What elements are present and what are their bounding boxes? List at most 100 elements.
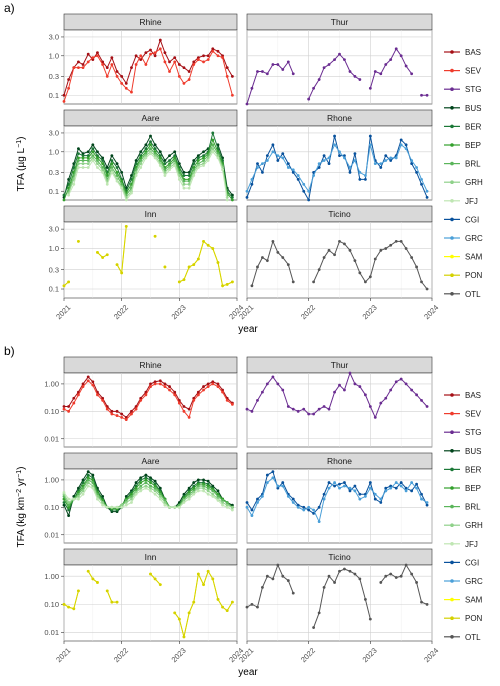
data-point [425, 195, 429, 199]
legend-item-bus: BUS [444, 104, 481, 113]
data-point [120, 505, 124, 509]
legend-key-point [450, 124, 454, 129]
data-point [139, 486, 143, 490]
legend-label: SAM [465, 596, 483, 605]
x-tick-label: 2021 [54, 303, 72, 321]
data-point [144, 51, 148, 55]
data-point [353, 75, 357, 78]
data-point [312, 86, 315, 90]
data-point [296, 503, 300, 507]
data-point [245, 505, 249, 509]
data-point [86, 569, 90, 573]
data-point [211, 577, 215, 581]
data-point [322, 492, 326, 496]
data-point [182, 409, 186, 413]
data-point [153, 234, 157, 238]
legend-label: STG [465, 85, 481, 94]
legend-label: GRC [465, 577, 483, 586]
data-point [399, 138, 403, 142]
data-point [86, 166, 90, 169]
data-point [196, 390, 200, 394]
data-point [333, 58, 336, 61]
data-point [286, 166, 290, 169]
data-point [225, 505, 229, 509]
data-point [91, 143, 95, 147]
data-point [81, 162, 85, 166]
data-point [144, 63, 148, 66]
data-point [343, 481, 346, 484]
data-point [404, 382, 408, 386]
data-point [182, 171, 186, 174]
data-point [158, 150, 162, 154]
data-point [177, 280, 181, 284]
data-point [261, 162, 264, 166]
data-point [86, 481, 90, 484]
data-point [322, 66, 326, 70]
data-point [81, 154, 85, 158]
data-point [410, 489, 414, 493]
data-point [230, 198, 234, 202]
data-point [153, 484, 157, 488]
data-point [134, 492, 138, 496]
data-point [343, 156, 346, 160]
data-point [225, 75, 229, 78]
data-point [261, 256, 264, 259]
data-point [130, 497, 133, 501]
data-point [91, 159, 95, 162]
data-point [420, 280, 423, 284]
legend-item-cgi: CGI [444, 558, 479, 567]
data-point [144, 156, 148, 160]
data-point [281, 256, 285, 259]
data-point [338, 239, 341, 243]
x-tick-label: 2023 [361, 646, 379, 664]
data-point [271, 476, 275, 480]
data-point [72, 396, 76, 400]
data-point [353, 489, 357, 493]
data-point [368, 143, 372, 147]
data-point [317, 162, 321, 166]
legend-key-point [450, 542, 454, 546]
facet-rhine: Rhine 0.01 0.10 1.00 [44, 356, 238, 448]
data-point [368, 486, 372, 490]
data-point [158, 164, 162, 167]
data-point [153, 486, 157, 490]
data-point [124, 198, 128, 202]
data-point [389, 486, 393, 490]
data-point [211, 150, 215, 154]
data-point [302, 182, 306, 186]
data-point [168, 168, 171, 172]
data-point [139, 159, 143, 162]
data-point [168, 60, 171, 64]
data-point [96, 51, 99, 55]
data-point [286, 579, 290, 582]
facet-rhine: Rhine 0.1 0.3 1.0 3.0 [49, 13, 238, 105]
legend-item-grh: GRH [444, 178, 483, 187]
data-point [81, 385, 85, 388]
data-point [271, 143, 275, 147]
data-point [173, 611, 177, 615]
y-tick-label: 1.00 [44, 380, 59, 389]
data-point [364, 177, 367, 181]
data-point [153, 380, 157, 384]
data-point [91, 484, 95, 488]
data-point [353, 259, 357, 263]
data-point [271, 375, 275, 379]
data-point [62, 602, 66, 606]
data-point [81, 481, 85, 484]
data-point [276, 382, 280, 386]
data-point [134, 486, 138, 490]
data-point [149, 52, 152, 56]
data-point [139, 478, 143, 482]
legend-label: PON [465, 614, 483, 623]
data-point [404, 247, 408, 250]
data-point [124, 495, 128, 498]
data-point [187, 186, 191, 190]
data-point [317, 268, 321, 272]
data-point [163, 60, 167, 64]
data-point [153, 492, 157, 496]
data-point [144, 154, 148, 158]
data-point [110, 168, 114, 172]
data-point [115, 505, 119, 509]
data-point [286, 495, 290, 498]
series-line [68, 148, 228, 198]
